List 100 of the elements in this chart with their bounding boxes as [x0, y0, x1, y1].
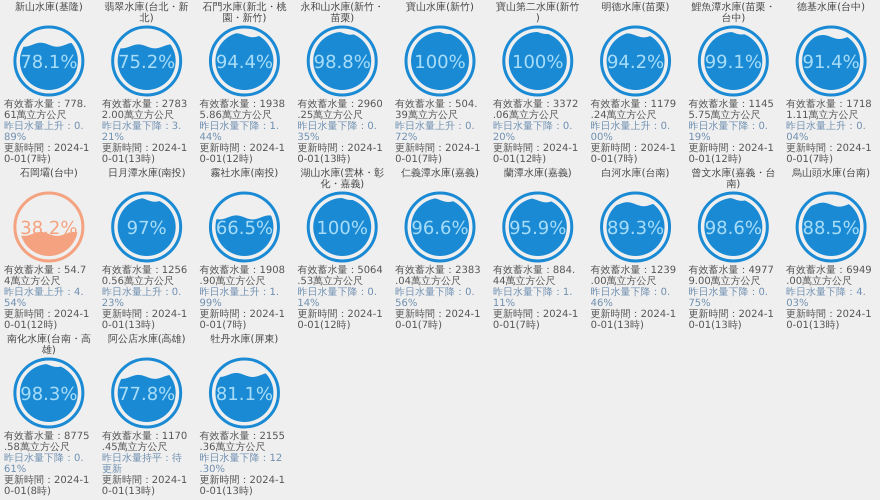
text: 昨日水量下降：0.75%	[688, 286, 768, 309]
text: 烏山頭水庫(台南)	[791, 167, 870, 179]
text: 有效蓄水量：1908.90萬立方公尺	[200, 264, 286, 287]
text: 更新時間：2024-10-01(7時)	[395, 308, 481, 331]
text: 更新時間：2024-10-01(13時)	[102, 142, 188, 165]
text: 昨日水量下降：0.20%	[492, 120, 572, 143]
text: 永和山水庫(新竹・苗栗)	[300, 1, 384, 24]
text: 昨日水量下降：0.19%	[688, 120, 768, 143]
text: 昨日水量上升：1.99%	[200, 286, 280, 309]
text: 昨日水量下降：1.44%	[200, 120, 280, 143]
text: 更新時間：2024-10-01(7時)	[786, 142, 872, 165]
data-label: 94.2%	[606, 52, 664, 73]
text: 有效蓄水量：54.74萬立方公尺	[4, 264, 86, 287]
text: 有效蓄水量：1179.24萬立方公尺	[590, 98, 676, 121]
text: 寶山第二水庫(新竹)	[496, 1, 580, 24]
text: 有效蓄水量：1239.00萬立方公尺	[590, 264, 676, 287]
text: 更新時間：2024-10-01(12時)	[4, 308, 90, 331]
text: 昨日水量上升：0.04%	[786, 120, 866, 143]
text: 更新時間：2024-10-01(12時)	[297, 308, 383, 331]
text: 德基水庫(台中)	[797, 1, 866, 13]
data-label: 98.3%	[20, 384, 78, 405]
text: 日月潭水庫(南投)	[108, 167, 186, 179]
text: 有效蓄水量：504.39萬立方公尺	[395, 98, 478, 121]
text: 有效蓄水量：2960.25萬立方公尺	[297, 98, 383, 121]
data-label: 78.1%	[20, 52, 78, 73]
text: 昨日水量下降：0.35%	[297, 120, 377, 143]
data-label: 81.1%	[216, 384, 274, 405]
text: 更新時間：2024-10-01(12時)	[200, 142, 285, 165]
text: 更新時間：2024-10-01(13時)	[688, 308, 774, 331]
text: 更新時間：2024-10-01(13時)	[102, 474, 188, 497]
text: 有效蓄水量：49779.00萬立方公尺	[688, 264, 774, 287]
text: 寶山水庫(新竹)	[406, 1, 474, 13]
text: 湖山水庫(雲林・彰化・嘉義)	[300, 167, 384, 190]
text: 有效蓄水量：27832.00萬立方公尺	[102, 98, 188, 121]
data-label: 100%	[512, 52, 564, 73]
text: 新山水庫(基隆)	[14, 1, 83, 13]
text: 鯉魚潭水庫(苗栗・台中)	[691, 1, 776, 24]
data-label: 66.5%	[216, 218, 274, 239]
text: 有效蓄水量：1170.45萬立方公尺	[102, 430, 188, 453]
text: 更新時間：2024-10-01(13時)	[102, 308, 188, 331]
text: 蘭潭水庫(嘉義)	[504, 167, 572, 179]
text: 更新時間：2024-10-01(7時)	[395, 142, 481, 165]
text: 昨日水量下降：0.14%	[297, 286, 377, 309]
text: 有效蓄水量：12560.56萬立方公尺	[102, 264, 188, 287]
text: 霧社水庫(南投)	[210, 167, 278, 179]
text: 更新時間：2024-10-01(13時)	[200, 474, 285, 497]
text: 更新時間：2024-10-01(7時)	[590, 142, 676, 165]
text: 牡丹水庫(屏東)	[210, 333, 278, 345]
text: 更新時間：2024-10-01(7時)	[492, 308, 578, 331]
text: 有效蓄水量：884.44萬立方公尺	[492, 264, 576, 287]
data-label: 95.9%	[509, 218, 566, 239]
text: 仁義潭水庫(嘉義)	[401, 167, 479, 179]
data-label: 100%	[414, 52, 466, 73]
text: 昨日水量下降：0.61%	[4, 452, 84, 475]
text: 阿公店水庫(高雄)	[108, 333, 186, 345]
data-label: 98.6%	[704, 218, 762, 239]
text: 更新時間：2024-10-01(13時)	[786, 308, 872, 331]
text: 昨日水量上升：0.89%	[4, 120, 84, 143]
text: 昨日水量持平：待更新	[102, 452, 182, 475]
text: 有效蓄水量：5064.53萬立方公尺	[297, 264, 383, 287]
data-label: 94.4%	[216, 52, 274, 73]
text: 曾文水庫(嘉義・台南)	[691, 167, 776, 190]
text: 白河水庫(台南)	[602, 167, 670, 179]
text: 昨日水量下降：0.46%	[590, 286, 670, 309]
text: 昨日水量上升：0.72%	[395, 120, 475, 143]
data-label: 89.3%	[606, 218, 664, 239]
text: 有效蓄水量：6949.00萬立方公尺	[786, 264, 872, 287]
text: 更新時間：2024-10-01(13時)	[297, 142, 383, 165]
text: 翡翠水庫(台北・新北)	[104, 1, 189, 24]
data-label: 100%	[316, 218, 368, 239]
text: 昨日水量下降：3.21%	[102, 120, 182, 143]
text: 更新時間：2024-10-01(13時)	[590, 308, 676, 331]
text: 昨日水量下降：1.11%	[492, 286, 572, 309]
text: 昨日水量下降：0.56%	[395, 286, 475, 309]
text: 更新時間：2024-10-01(7時)	[200, 308, 285, 331]
text: 昨日水量上升：0.23%	[102, 286, 182, 309]
data-label: 77.8%	[118, 384, 176, 405]
text: 明德水庫(苗栗)	[602, 1, 670, 13]
data-label: 98.8%	[314, 52, 371, 73]
text: 有效蓄水量：2383.04萬立方公尺	[395, 264, 481, 287]
data-label: 91.4%	[802, 52, 860, 73]
data-label: 97%	[126, 218, 167, 239]
text: 昨日水量上升：0.00%	[590, 120, 670, 143]
text: 昨日水量下降：4.03%	[786, 286, 866, 309]
text: 石門水庫(新北・桃園・新竹)	[202, 1, 286, 24]
text: 更新時間：2024-10-01(12時)	[492, 142, 578, 165]
text: 有效蓄水量：17181.11萬立方公尺	[786, 98, 872, 121]
text: 有效蓄水量：778.61萬立方公尺	[4, 98, 86, 121]
text: 昨日水量下降：12.30%	[200, 452, 282, 475]
text: 南化水庫(台南・高雄)	[6, 333, 91, 356]
text: 有效蓄水量：2155.36萬立方公尺	[200, 430, 286, 453]
text: 更新時間：2024-10-01(12時)	[688, 142, 774, 165]
data-label: 75.2%	[118, 52, 176, 73]
text: 有效蓄水量：3372.06萬立方公尺	[492, 98, 578, 121]
text: 有效蓄水量：19385.86萬立方公尺	[200, 98, 286, 121]
text: 有效蓄水量：8775.58萬立方公尺	[4, 430, 90, 453]
text: 昨日水量上升：4.54%	[4, 286, 84, 309]
text: 石岡壩(台中)	[20, 167, 78, 179]
text: 更新時間：2024-10-01(7時)	[4, 142, 90, 165]
data-label: 96.6%	[411, 218, 469, 239]
